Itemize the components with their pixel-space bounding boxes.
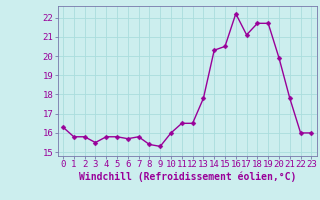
X-axis label: Windchill (Refroidissement éolien,°C): Windchill (Refroidissement éolien,°C)	[78, 172, 296, 182]
